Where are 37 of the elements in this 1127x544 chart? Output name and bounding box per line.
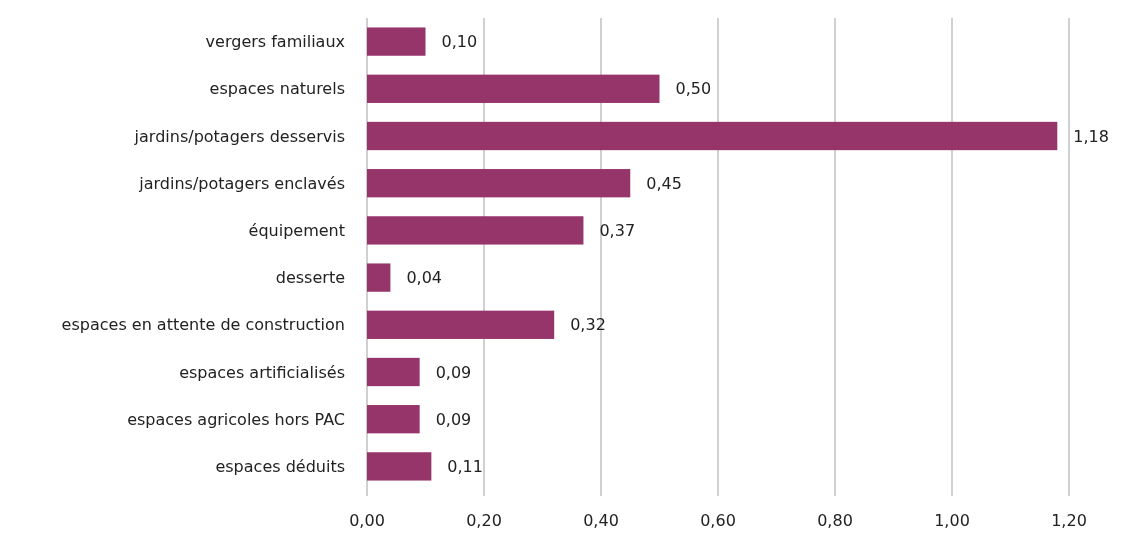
- y-tick-label: équipement: [248, 221, 345, 240]
- x-tick-label: 1,20: [1051, 511, 1087, 530]
- data-label: 0,09: [435, 409, 472, 429]
- data-label: 0,50: [675, 79, 712, 99]
- bar: [367, 216, 584, 245]
- bar: [367, 263, 391, 292]
- bar: [367, 452, 432, 481]
- bar: [367, 74, 660, 103]
- bar: [367, 357, 420, 387]
- x-tick-label: 0,00: [349, 511, 385, 530]
- y-tick-label: desserte: [275, 268, 345, 288]
- bar: [367, 310, 555, 339]
- bar: [367, 405, 420, 434]
- x-tick-label: 0,40: [583, 511, 619, 530]
- bar: [367, 27, 426, 56]
- y-tick-label: espaces en attente de construction: [61, 315, 345, 335]
- bar: [367, 121, 1058, 151]
- y-tick-label: espaces artificialisés: [179, 362, 345, 382]
- x-tick-label: 0,60: [700, 511, 736, 530]
- bar: [367, 169, 631, 198]
- data-label: 1,18: [1073, 126, 1109, 146]
- data-label: 0,37: [599, 221, 636, 240]
- x-tick-label: 0,20: [466, 511, 502, 530]
- y-tick-label: espaces agricoles hors PAC: [127, 409, 345, 429]
- y-tick-label: jardins/potagers desservis: [133, 126, 345, 146]
- data-label: 0,04: [406, 268, 443, 288]
- y-tick-label: vergers familiaux: [205, 32, 345, 52]
- data-label: 0,45: [646, 173, 682, 193]
- data-label: 0,10: [441, 32, 478, 52]
- data-label: 0,32: [570, 315, 606, 335]
- y-tick-label: espaces déduits: [215, 457, 345, 476]
- data-label: 0,11: [447, 457, 483, 476]
- y-tick-label: jardins/potagers enclavés: [138, 173, 345, 193]
- x-tick-label: 1,00: [934, 511, 970, 530]
- y-tick-label: espaces naturels: [209, 79, 345, 99]
- x-tick-label: 0,80: [817, 511, 853, 530]
- data-label: 0,09: [435, 362, 472, 382]
